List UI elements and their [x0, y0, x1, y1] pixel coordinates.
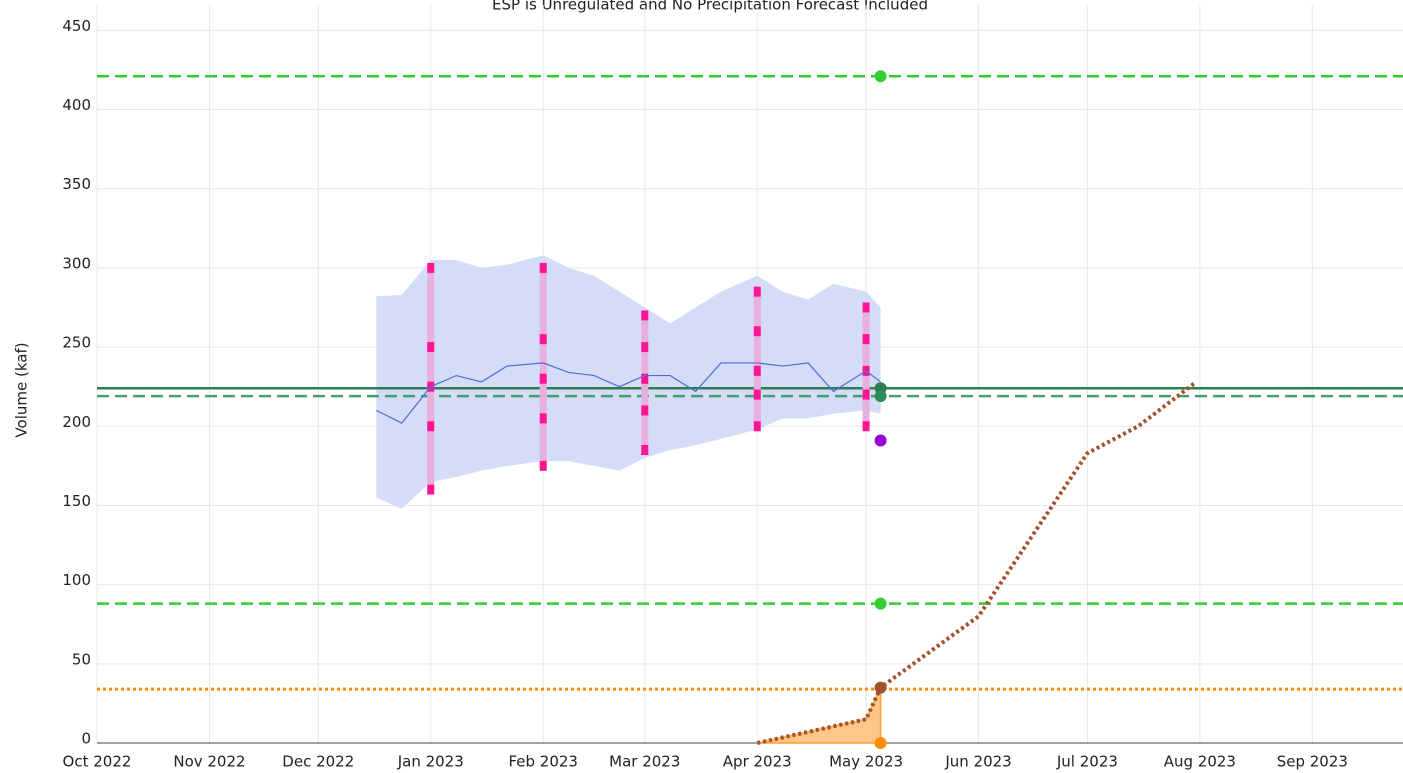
- x-tick-label: Nov 2022: [173, 753, 245, 771]
- y-tick-label: 250: [62, 334, 91, 352]
- x-tick-label: Feb 2023: [508, 753, 578, 771]
- point: [874, 70, 887, 83]
- percentile-marker: [641, 373, 649, 384]
- x-tick-label: Sep 2023: [1277, 753, 1348, 771]
- y-tick-label: 350: [62, 175, 91, 193]
- percentile-marker: [427, 421, 435, 432]
- percentile-marker: [753, 365, 761, 376]
- percentile-marker: [753, 286, 761, 297]
- percentile-marker: [539, 262, 547, 273]
- point: [874, 390, 887, 403]
- x-tick-label: Oct 2022: [63, 753, 132, 771]
- point: [874, 434, 887, 447]
- x-tick-label: Jan 2023: [397, 753, 464, 771]
- point: [874, 681, 887, 694]
- percentile-marker: [753, 389, 761, 400]
- area: [757, 687, 882, 744]
- point: [874, 597, 887, 610]
- x-tick-label: Aug 2023: [1164, 753, 1236, 771]
- x-tick-label: Jul 2023: [1056, 753, 1118, 771]
- y-tick-label: 400: [62, 96, 91, 114]
- percentile-marker: [539, 334, 547, 345]
- y-tick-label: 0: [81, 730, 91, 748]
- range-band: [376, 255, 881, 509]
- chart-title: ESP is Unregulated and No Precipitation …: [492, 0, 928, 14]
- y-tick-label: 300: [62, 254, 91, 272]
- y-axis-label: Volume (kaf): [13, 342, 31, 437]
- percentile-marker: [862, 389, 870, 400]
- percentile-marker: [641, 445, 649, 456]
- line-series: [376, 362, 881, 424]
- percentile-marker: [539, 460, 547, 471]
- percentile-marker: [539, 373, 547, 384]
- point: [874, 737, 887, 749]
- percentile-marker: [862, 421, 870, 432]
- percentile-marker: [753, 421, 761, 432]
- y-tick-label: 100: [62, 571, 91, 589]
- x-tick-label: Dec 2022: [282, 753, 354, 771]
- x-tick-label: May 2023: [829, 753, 903, 771]
- percentile-marker: [753, 326, 761, 337]
- y-tick-label: 200: [62, 413, 91, 431]
- y-tick-label: 150: [62, 492, 91, 510]
- x-tick-label: Mar 2023: [609, 753, 680, 771]
- percentile-marker: [427, 342, 435, 353]
- percentile-marker: [862, 302, 870, 313]
- percentile-marker: [641, 405, 649, 416]
- percentile-marker: [539, 413, 547, 424]
- percentile-marker: [427, 484, 435, 495]
- x-tick-label: Apr 2023: [723, 753, 792, 771]
- y-tick-label: 450: [62, 17, 91, 35]
- percentile-marker: [641, 310, 649, 321]
- percentile-marker: [862, 334, 870, 345]
- percentile-marker: [427, 262, 435, 273]
- x-tick-label: Jun 2023: [944, 753, 1011, 771]
- percentile-marker: [641, 342, 649, 353]
- y-tick-label: 50: [72, 650, 91, 668]
